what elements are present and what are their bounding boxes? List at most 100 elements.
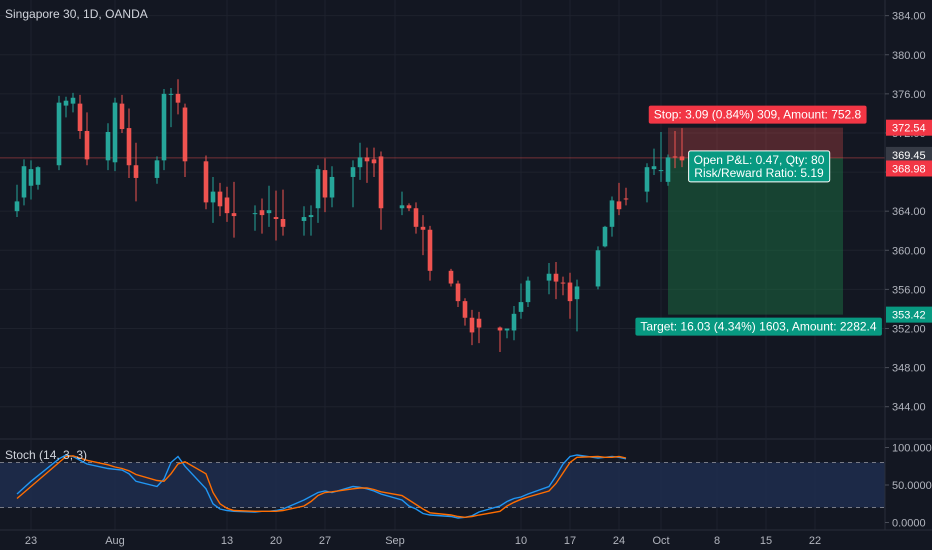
candle-up <box>210 191 216 203</box>
candle-up <box>266 210 272 214</box>
time-tick-label: 8 <box>714 535 720 547</box>
stoch-line-d <box>16 455 627 519</box>
candle-up <box>105 131 111 161</box>
candle-down <box>133 165 139 178</box>
price-tick-label: 364.00 <box>892 206 926 218</box>
price-tick-label: 352.00 <box>892 324 926 336</box>
price-tick-label: 380.00 <box>892 50 926 62</box>
price-tick-label: 348.00 <box>892 363 926 375</box>
stoch-tick-label: 0.0000 <box>892 518 926 530</box>
stoch-band <box>0 462 885 508</box>
rr-label: Risk/Reward Ratio: 5.19 <box>694 166 824 180</box>
candle-up <box>14 201 20 212</box>
candle-up <box>609 200 615 227</box>
stop-price-tag: 372.54 <box>892 123 926 135</box>
candle-up <box>546 273 552 281</box>
time-tick-label: 17 <box>564 535 576 547</box>
candle-up <box>525 280 531 303</box>
stoch-tick-label: 50.0000 <box>892 480 932 492</box>
candle-up <box>602 226 608 247</box>
candlestick-series <box>14 79 685 352</box>
candle-up <box>56 102 62 166</box>
candle-down <box>371 159 377 164</box>
candle-up <box>511 313 517 331</box>
candle-up <box>504 328 510 331</box>
time-tick-label: 24 <box>613 535 625 547</box>
target-price-tag: 353.42 <box>892 310 926 322</box>
candle-down <box>231 213 237 217</box>
target-label: Target: 16.03 (4.34%) 1603, Amount: 2282… <box>640 320 876 334</box>
candle-down <box>217 191 223 207</box>
short-position-tool[interactable]: Stop: 3.09 (0.84%) 309, Amount: 752.8 Tar… <box>0 105 885 336</box>
candle-up <box>154 160 160 178</box>
candle-down <box>497 327 503 331</box>
time-tick-label: 15 <box>760 535 772 547</box>
stop-label: Stop: 3.09 (0.84%) 309, Amount: 752.8 <box>654 108 862 122</box>
candle-down <box>476 318 482 328</box>
target-label-bg <box>635 317 882 336</box>
candle-down <box>420 226 426 230</box>
candle-up <box>651 166 657 170</box>
candle-down <box>378 156 384 209</box>
time-tick-label: 22 <box>809 535 821 547</box>
candle-down <box>182 107 188 162</box>
time-tick-label: Aug <box>105 535 125 547</box>
candle-down <box>413 208 419 227</box>
candle-down <box>364 157 370 162</box>
candle-up <box>252 213 258 215</box>
price-tick-label: 360.00 <box>892 245 926 257</box>
candle-down <box>406 205 412 209</box>
stoch-tick-label: 100.0000 <box>892 443 932 455</box>
candle-up <box>644 167 650 192</box>
current-price-tag: 368.98 <box>892 163 926 175</box>
stochastic-series <box>16 454 627 519</box>
candle-down <box>273 217 279 219</box>
candle-down <box>126 128 132 166</box>
candle-down <box>119 103 125 130</box>
candle-up <box>28 169 34 186</box>
pnl-label: Open P&L: 0.47, Qty: 80 <box>694 153 825 167</box>
price-tick-label: 376.00 <box>892 89 926 101</box>
candle-down <box>427 229 433 271</box>
candle-up <box>161 93 167 161</box>
candle-up <box>518 302 524 312</box>
candle-down <box>280 219 286 227</box>
profit-zone <box>668 157 843 315</box>
current-price-tag-bg <box>886 160 932 177</box>
entry-price-tag-bg <box>886 146 932 163</box>
profit-zone-shade <box>668 157 843 315</box>
candle-up <box>574 286 580 300</box>
time-tick-label: 10 <box>515 535 527 547</box>
candle-down <box>672 156 678 158</box>
candle-up <box>665 157 671 182</box>
candle-down <box>567 282 573 302</box>
candle-down <box>616 201 622 210</box>
time-tick-label: Oct <box>652 535 669 547</box>
pnl-box-bg <box>688 150 831 183</box>
candle-down <box>224 197 230 214</box>
time-tick-label: 13 <box>221 535 233 547</box>
candle-down <box>203 161 209 203</box>
candle-down <box>322 170 328 198</box>
candle-down <box>679 156 685 161</box>
time-tick-label: 27 <box>319 535 331 547</box>
candle-down <box>448 270 454 284</box>
candle-up <box>70 97 76 104</box>
price-tick-label: 384.00 <box>892 11 926 23</box>
candle-down <box>469 317 475 333</box>
price-tick-label: 344.00 <box>892 402 926 414</box>
candle-up <box>329 176 335 198</box>
candle-down <box>623 198 629 200</box>
candle-down <box>455 283 461 302</box>
candle-up <box>658 170 664 172</box>
candle-down <box>175 93 181 103</box>
candle-down <box>77 103 83 132</box>
candle-up <box>21 166 27 198</box>
candle-up <box>315 169 321 209</box>
target-price-tag-bg <box>886 306 932 323</box>
candle-up <box>112 102 118 163</box>
stop-label-bg <box>648 105 867 124</box>
candle-up <box>168 93 174 95</box>
